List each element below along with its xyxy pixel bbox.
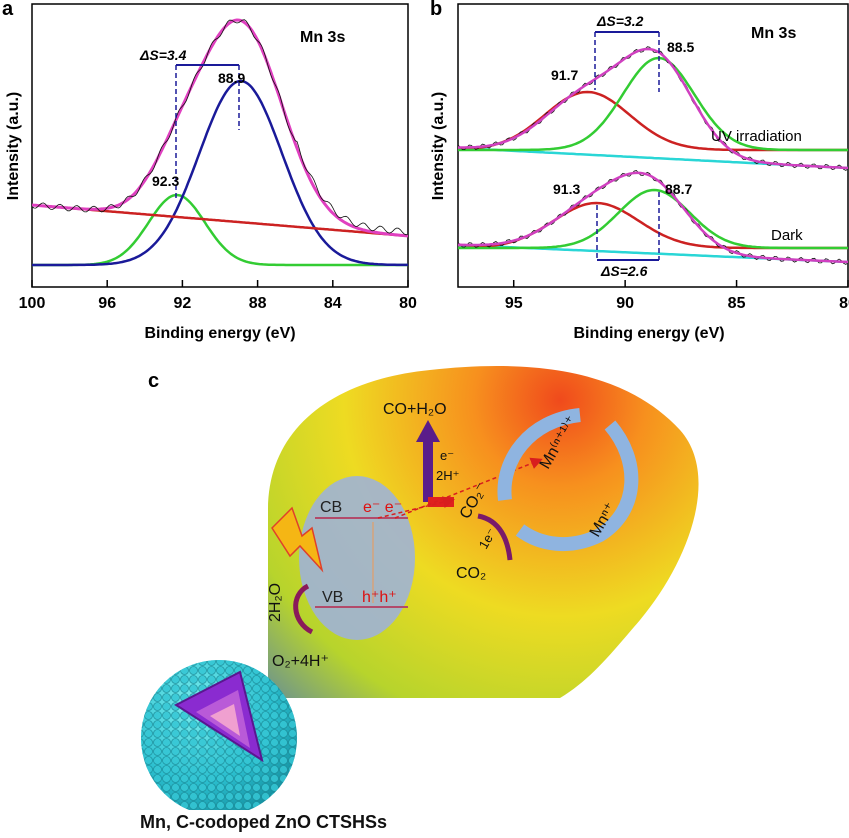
y-axis-label-b: Intensity (a.u.)	[430, 92, 447, 200]
peak-label-b-dark-2: 88.7	[665, 181, 692, 197]
vb-holes: h⁺h⁺	[362, 589, 397, 606]
condition-label-uv: UV irradiation	[711, 128, 802, 145]
mn-cycle-arrow-right	[515, 420, 639, 552]
raw-curve-a	[32, 19, 408, 236]
mechanism-diagram: CB e⁻ e⁻ VB h⁺h⁺ CO+H₂O e⁻ 2H⁺ CO₂⁻ 1e⁻ …	[141, 366, 699, 810]
panel-b-letter: b	[430, 0, 443, 20]
vb-label: VB	[322, 589, 343, 606]
delta-label-b-dark: ΔS=2.6	[600, 263, 648, 279]
x-tick-label-a: 100	[19, 295, 46, 312]
x-tick-label-b: 80	[839, 295, 849, 312]
peak-label-a-2: 88.9	[218, 70, 245, 86]
x-tick-label-a: 92	[174, 295, 192, 312]
delta-label-a: ΔS=3.4	[139, 47, 187, 63]
envelope-curve-a	[32, 18, 408, 238]
peak-curve-b-dark-2	[458, 188, 848, 250]
curves-a	[32, 18, 408, 267]
e-minus-label: e⁻	[440, 448, 454, 463]
x-tick-label-a: 80	[399, 295, 417, 312]
peak-curve-a-2	[32, 79, 408, 267]
x-ticks-b: 95 90 85 80	[505, 280, 849, 312]
cb-electrons: e⁻ e⁻	[363, 499, 402, 516]
nanosphere-icon	[141, 660, 297, 810]
peak-curve-b-uv-2	[458, 56, 848, 152]
x-tick-label-b: 90	[616, 295, 634, 312]
x-axis-label-a: Binding energy (eV)	[144, 325, 295, 342]
axes-frame-a	[31, 3, 409, 288]
x-ticks-a: 100 96 92 88 84 80	[19, 280, 417, 312]
co2-label: CO₂	[456, 565, 486, 582]
panel-a-letter: a	[2, 0, 14, 20]
figure-caption: Mn, C-codoped ZnO CTSHSs	[140, 812, 387, 832]
two-h-label: 2H⁺	[436, 468, 459, 483]
axes-frame-b	[457, 3, 849, 288]
chart-b: 95 90 85 80 Mn 3s ΔS=3.2 91.7 88.5 UV irrad…	[430, 3, 849, 342]
peak-label-a-1: 92.3	[152, 173, 179, 189]
o2-label: O₂+4H⁺	[272, 653, 329, 670]
x-tick-label-b: 85	[728, 295, 746, 312]
x-tick-label-b: 95	[505, 295, 523, 312]
y-axis-label-a: Intensity (a.u.)	[5, 92, 22, 200]
x-tick-label-a: 96	[98, 295, 116, 312]
panel-c-letter: c	[148, 370, 160, 392]
peak-label-b-uv-2: 88.5	[667, 39, 694, 55]
raw-curve-b-dark	[458, 170, 848, 265]
peak-curve-a-1	[32, 193, 408, 267]
cb-label: CB	[320, 499, 342, 516]
spectrum-label-b: Mn 3s	[751, 25, 796, 42]
delta-label-b-uv: ΔS=3.2	[596, 13, 644, 29]
delta-bracket-b-dark	[596, 192, 660, 261]
envelope-curve-b-dark	[458, 171, 848, 264]
light-bolt-icon	[271, 506, 324, 573]
co-h2o-label: CO+H₂O	[383, 401, 447, 418]
x-axis-label-b: Binding energy (eV)	[573, 325, 724, 342]
delta-bracket-b-uv	[594, 31, 660, 92]
x-tick-label-a: 84	[324, 295, 342, 312]
mn-cycle-arrow-left	[497, 408, 581, 501]
delta-bracket-a	[175, 64, 240, 200]
curves-b	[458, 46, 848, 265]
spectrum-label-a: Mn 3s	[300, 29, 345, 46]
two-h2o-label: 2H₂O	[267, 583, 284, 622]
peak-label-b-uv-1: 91.7	[551, 67, 578, 83]
peak-label-b-dark-1: 91.3	[553, 181, 580, 197]
chart-a: 100 96 92 88 84 80 Mn 3s ΔS=3.4 88.9 92.3 Bin…	[5, 3, 417, 342]
envelope-curve-b-uv	[458, 47, 848, 170]
condition-label-dark: Dark	[771, 227, 803, 244]
raw-curve-b-uv	[458, 46, 848, 171]
x-tick-label-a: 88	[249, 295, 267, 312]
